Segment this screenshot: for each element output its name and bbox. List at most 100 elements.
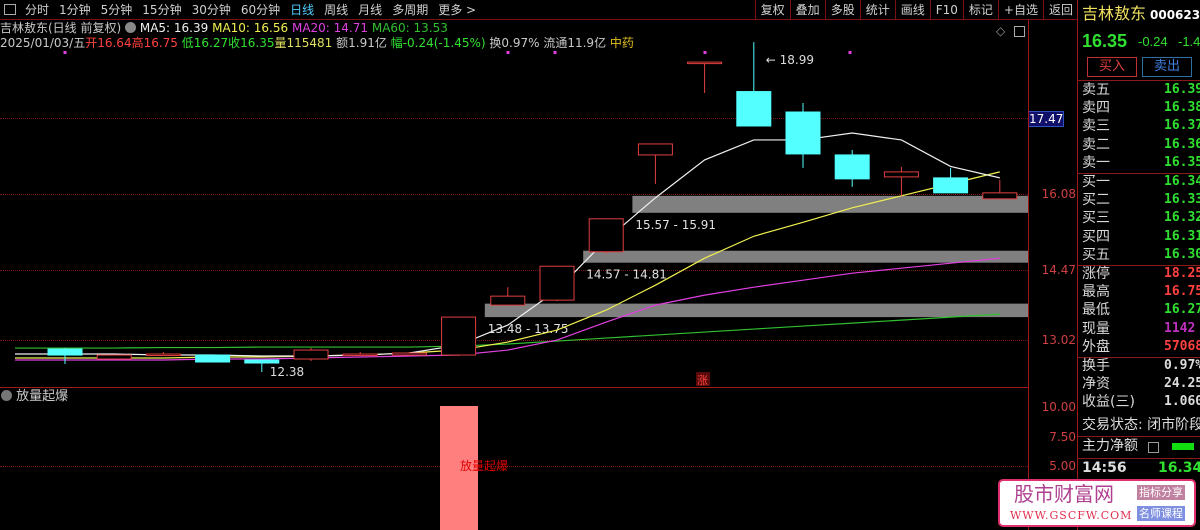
fund-row: 净资 24.25 (1082, 375, 1200, 393)
bid-row: 买五 16.30 (1082, 246, 1200, 264)
candle-body (982, 192, 1018, 200)
net-flow-bar (1172, 443, 1194, 450)
period-tab[interactable]: 周线 (324, 2, 349, 17)
tool-button[interactable]: 标记 (962, 0, 998, 20)
row-label: 卖一 (1082, 154, 1110, 171)
signal-box (696, 372, 710, 386)
tick-price: 16.34 (1158, 460, 1200, 476)
row-label: 收益(三) (1082, 394, 1135, 411)
sell-button[interactable]: 卖出 (1142, 57, 1192, 77)
bid-row: 买一 16.34 (1082, 173, 1200, 191)
row-value: 16.37 (1164, 118, 1200, 134)
period-tab[interactable]: 15分钟 (142, 2, 182, 17)
candle-body (145, 353, 181, 357)
row-label: 买五 (1082, 246, 1110, 263)
indicator-title[interactable]: 放量起爆 (1, 389, 68, 405)
period-tab[interactable]: 多周期 (392, 2, 429, 17)
row-label: 卖五 (1082, 82, 1110, 98)
period-tab[interactable]: 30分钟 (191, 2, 231, 17)
row-value: 18.25 (1164, 266, 1200, 281)
ma-legend: 吉林敖东(日线 前复权) MA5: 16.39 MA10: 16.56 MA20… (0, 21, 448, 35)
sector[interactable]: 中药 (609, 36, 634, 50)
tool-button[interactable]: 画线 (894, 0, 930, 20)
gridline (0, 270, 1028, 271)
panel-toggle-icon[interactable] (4, 4, 16, 15)
fund-row: 收益(三) 1.060 (1082, 393, 1200, 411)
price-axis-label: 14.47 (1041, 263, 1076, 277)
watermark-url: WWW.GSCFW.COM (1010, 509, 1133, 522)
candle-body (391, 352, 427, 356)
tool-button[interactable]: F10 (929, 0, 963, 20)
collapse-icon[interactable] (1, 390, 12, 401)
candlestick-chart[interactable]: 13.48 - 13.75 14.57 - 14.81 15.57 - 15.91 ←… (0, 0, 1028, 390)
candle-body (490, 295, 526, 306)
fund-row: 换手 0.97% (1082, 357, 1200, 375)
vol-axis-label: 10.00 (1041, 400, 1076, 414)
panel-divider (0, 387, 1028, 388)
band-label: 15.57 - 15.91 (635, 218, 716, 232)
row-value: 16.34 (1164, 174, 1200, 189)
tool-button[interactable]: 返回 (1042, 0, 1078, 20)
tool-button[interactable]: 复权 (754, 0, 790, 20)
row-value: 16.30 (1164, 246, 1200, 262)
row-label: 卖二 (1082, 136, 1110, 153)
indicator-name: 放量起爆 (16, 389, 69, 404)
row-label: 净资 (1082, 376, 1110, 393)
row-label: 最低 (1082, 302, 1110, 319)
panel-icon[interactable] (1014, 26, 1025, 37)
period-tab[interactable]: 日线 (290, 2, 315, 17)
vol-axis-label: 7.50 (1049, 430, 1076, 444)
row-value: 1.060 (1164, 394, 1200, 410)
row-value: 16.36 (1164, 136, 1200, 152)
tool-button[interactable]: 统计 (859, 0, 895, 20)
period-tab[interactable]: 月线 (358, 2, 383, 17)
ma5-value: MA5: 16.39 (139, 21, 209, 35)
candle-body (441, 316, 477, 356)
list-icon[interactable] (1148, 442, 1159, 453)
tool-button[interactable]: 叠加 (789, 0, 825, 20)
change: 幅-0.24(-1.45%) (390, 36, 486, 50)
panel-divider (1077, 0, 1078, 530)
diamond-icon[interactable]: ◇ (996, 24, 1006, 38)
quote-change: -0.24 (1138, 34, 1168, 49)
row-value: 16.38 (1164, 100, 1200, 116)
tool-button[interactable]: 多股 (824, 0, 860, 20)
period-tab[interactable]: 更多 > (438, 2, 477, 17)
row-label: 最高 (1082, 284, 1110, 301)
period-tab[interactable]: 分时 (25, 2, 50, 17)
current-price-marker: 17.47 (1028, 111, 1064, 127)
tool-button[interactable]: +自选 (997, 0, 1043, 20)
gridline (0, 194, 1028, 195)
row-label: 外盘 (1082, 338, 1110, 355)
low: 低16.27 (181, 36, 229, 50)
dropdown-icon[interactable] (125, 22, 137, 33)
buy-button[interactable]: 买入 (1087, 57, 1137, 77)
row-value: 57068 (1164, 338, 1200, 354)
ask-row: 卖三 16.37 (1082, 117, 1200, 135)
volume-burst-label: 放量起爆 (460, 459, 509, 473)
period-tab[interactable]: 1分钟 (59, 2, 91, 17)
period-tab[interactable]: 5分钟 (100, 2, 133, 17)
signal-dot (553, 51, 557, 54)
ma60-value: MA60: 13.53 (371, 21, 448, 35)
candle-body (933, 177, 969, 194)
candle-body (195, 354, 231, 363)
support-band (632, 195, 1028, 213)
candle-body (834, 154, 870, 180)
turnover: 换0.97% (489, 36, 540, 50)
volume: 量115481 (274, 36, 333, 50)
watermark-logo: 股市财富网 WWW.GSCFW.COM 指标分享 名师课程 (998, 479, 1196, 527)
bar-info: 2025/01/03/五开16.64高16.75 低16.27收16.35量11… (0, 36, 634, 50)
stat-row: 涨停 18.25 (1082, 265, 1200, 283)
ask-row: 卖五 16.39 (1082, 81, 1200, 99)
period-tab[interactable]: 60分钟 (240, 2, 281, 17)
signal-dot (703, 51, 707, 54)
stock-title: 吉林敖东(日线 前复权) (0, 21, 122, 35)
close: 收16.35 (228, 36, 275, 50)
period-toolbar: 分时 1分钟 5分钟 15分钟 30分钟 60分钟 日线 周线 月线 多周期 更多 > 复权 叠加 多股… (0, 0, 1078, 20)
quote-pct: -1.4 (1178, 34, 1200, 49)
band-label: 14.57 - 14.81 (586, 268, 667, 282)
candle-body (637, 143, 673, 156)
net-flow-label: 主力净额 (1082, 438, 1138, 454)
float-cap: 流通11.9亿 (543, 36, 607, 50)
